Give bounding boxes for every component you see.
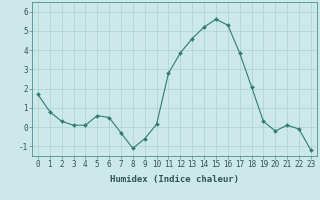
X-axis label: Humidex (Indice chaleur): Humidex (Indice chaleur) [110,175,239,184]
